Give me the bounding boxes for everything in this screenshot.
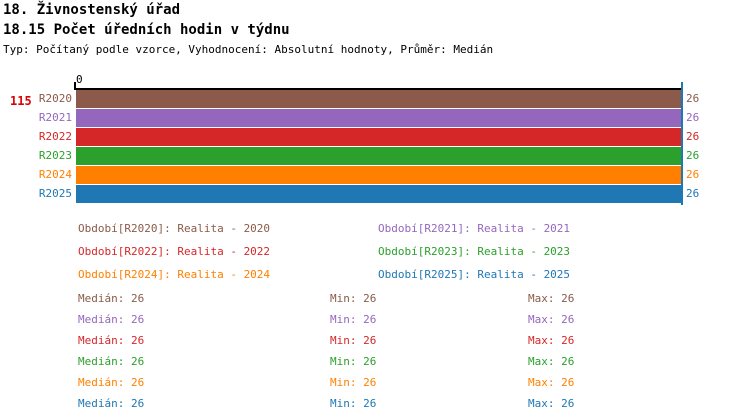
bar-value-label: 26 [686,149,700,162]
stat-median: Medián: 26 [78,376,145,389]
stat-max: Max: 26 [528,397,575,410]
page-subtitle: 18.15 Počet úředních hodin v týdnu [3,22,290,38]
bar-rect[interactable] [76,166,681,184]
stat-min: Min: 26 [330,334,377,347]
stat-median: Medián: 26 [78,292,145,305]
stat-max: Max: 26 [528,355,575,368]
stat-min: Min: 26 [330,397,377,410]
bar-value-label: 26 [686,92,700,105]
legend-item[interactable]: Období[R2025]: Realita - 2025 [378,268,571,281]
page-title: 18. Živnostenský úřad [3,2,181,18]
bar-rect[interactable] [76,147,681,165]
page-meta-line: Typ: Počítaný podle vzorce, Vyhodnocení:… [3,43,494,56]
stat-max: Max: 26 [528,334,575,347]
stat-min: Min: 26 [330,355,377,368]
stat-max: Max: 26 [528,313,575,326]
bar-chart: 0 115 R2020 26 R2021 26 R2022 26 R2023 26 R2024 2… [0,73,750,205]
bar-value-label: 26 [686,130,700,143]
legend-item[interactable]: Období[R2020]: Realita - 2020 [78,222,271,235]
bar-category-label: R2025 [38,187,72,200]
legend-item[interactable]: Období[R2021]: Realita - 2021 [378,222,571,235]
bar-category-label: R2023 [38,149,72,162]
stat-median: Medián: 26 [78,397,145,410]
axis-zero-tick [74,82,76,90]
bar-row: R2022 26 [0,128,750,147]
stat-min: Min: 26 [330,313,377,326]
stat-median: Medián: 26 [78,355,145,368]
stat-max: Max: 26 [528,292,575,305]
bar-category-label: R2020 [38,92,72,105]
bar-rect[interactable] [76,128,681,146]
axis-max-value-label: 115 [10,94,32,108]
bar-category-label: R2021 [38,111,72,124]
bar-rect[interactable] [76,185,681,203]
bar-row: R2020 26 [0,90,750,109]
stat-min: Min: 26 [330,292,377,305]
bar-row: R2024 26 [0,166,750,185]
axis-top-line [74,88,682,90]
legend-item[interactable]: Období[R2024]: Realita - 2024 [78,268,271,281]
bar-row: R2023 26 [0,147,750,166]
bar-value-label: 26 [686,111,700,124]
bar-value-label: 26 [686,187,700,200]
bar-category-label: R2022 [38,130,72,143]
bar-row: R2021 26 [0,109,750,128]
bar-category-label: R2024 [38,168,72,181]
axis-zero-label: 0 [76,73,83,86]
legend-item[interactable]: Období[R2022]: Realita - 2022 [78,245,271,258]
bar-value-label: 26 [686,168,700,181]
axis-right-boundary-line [681,82,683,205]
stat-min: Min: 26 [330,376,377,389]
legend-item[interactable]: Období[R2023]: Realita - 2023 [378,245,571,258]
stat-median: Medián: 26 [78,334,145,347]
bar-row: R2025 26 [0,185,750,204]
stat-median: Medián: 26 [78,313,145,326]
stat-max: Max: 26 [528,376,575,389]
bar-rect[interactable] [76,90,681,108]
bar-rect[interactable] [76,109,681,127]
